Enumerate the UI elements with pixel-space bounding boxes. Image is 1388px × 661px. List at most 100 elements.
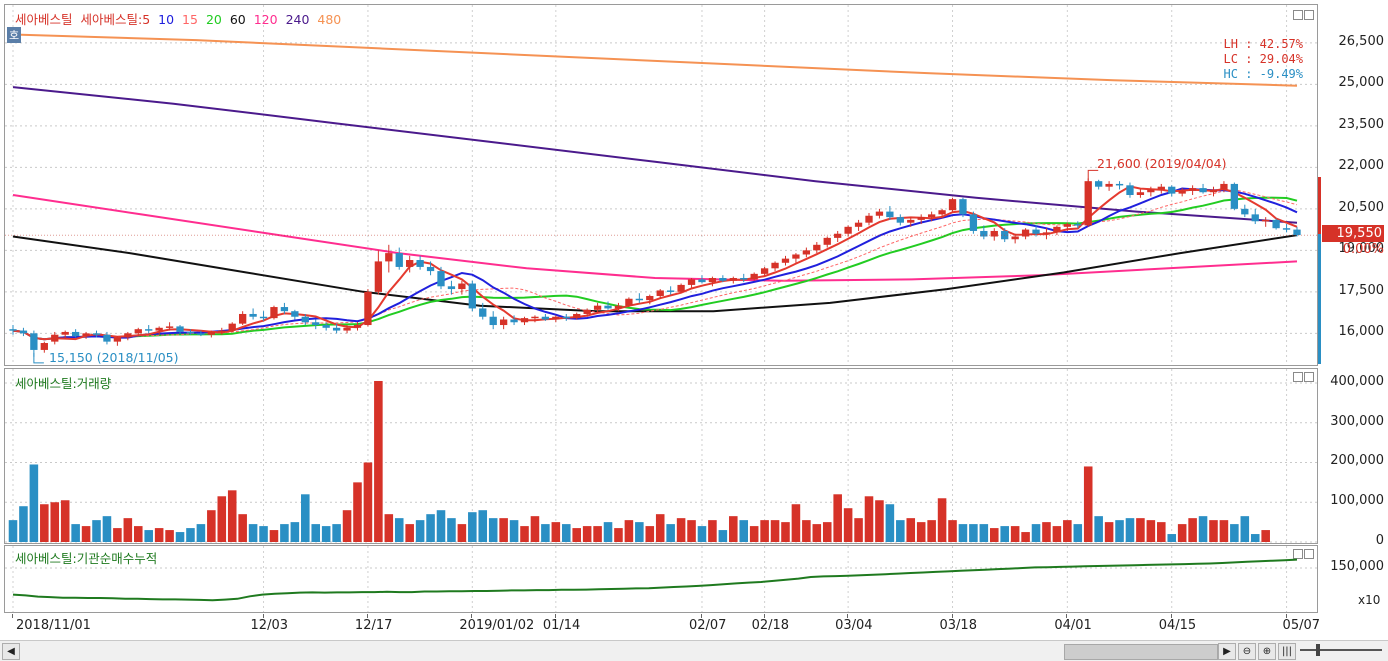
candle bbox=[917, 217, 925, 220]
volume-bar bbox=[885, 504, 895, 542]
volume-bar bbox=[374, 380, 383, 542]
candle bbox=[1063, 224, 1071, 227]
volume-bar bbox=[1209, 520, 1218, 542]
volume-bar bbox=[676, 518, 686, 542]
candle bbox=[218, 330, 226, 333]
volume-bar bbox=[739, 520, 749, 542]
candle bbox=[1178, 190, 1186, 194]
pane-minimize-icon[interactable] bbox=[1293, 372, 1303, 382]
candle bbox=[1199, 188, 1207, 193]
volume-bar bbox=[1104, 522, 1114, 542]
volume-bar bbox=[342, 510, 352, 542]
candle bbox=[1021, 229, 1030, 237]
scroll-right-button[interactable]: ▶ bbox=[1218, 643, 1236, 660]
volume-bar bbox=[50, 502, 60, 542]
volume-bar bbox=[927, 520, 936, 542]
volume-bar bbox=[248, 524, 258, 542]
scroll-thumb[interactable] bbox=[1064, 644, 1218, 660]
candle bbox=[51, 334, 59, 342]
pane-maximize-icon[interactable] bbox=[1304, 549, 1314, 559]
volume-bar bbox=[1031, 524, 1041, 542]
volume-bar bbox=[60, 500, 70, 542]
pane-maximize-icon[interactable] bbox=[1304, 372, 1314, 382]
volume-bar bbox=[1157, 522, 1166, 542]
volume-bar bbox=[802, 520, 811, 542]
candle bbox=[458, 283, 466, 290]
institution-pane[interactable]: 세아베스틸:기관순매수누적 bbox=[4, 545, 1318, 613]
volume-bar bbox=[19, 506, 28, 542]
volume-bar bbox=[624, 520, 634, 542]
legend-ma-480: 480 bbox=[317, 12, 342, 27]
volume-bar bbox=[687, 520, 696, 542]
candle bbox=[708, 278, 717, 283]
candle bbox=[40, 343, 48, 350]
candle bbox=[573, 313, 581, 319]
zoom-out-icon[interactable]: ⊖ bbox=[1238, 643, 1256, 660]
y-tick-label: 19,000 bbox=[1338, 241, 1385, 257]
volume-bar bbox=[551, 522, 561, 542]
candle bbox=[552, 316, 560, 320]
candle bbox=[1251, 214, 1259, 222]
volume-bar bbox=[40, 504, 49, 542]
stat-hc: HC : -9.49% bbox=[1223, 67, 1303, 81]
volume-bar bbox=[854, 518, 863, 542]
volume-bar bbox=[1125, 518, 1135, 542]
candle bbox=[1032, 229, 1040, 234]
y-tick-label: 26,500 bbox=[1338, 33, 1385, 49]
price-pane[interactable]: 호 세아베스틸 세아베스틸:5 10 15 20 60 120 240 480 … bbox=[4, 4, 1318, 366]
pane-maximize-icon[interactable] bbox=[1304, 10, 1314, 20]
x-tick-label: 2018/11/01 bbox=[16, 618, 91, 633]
ma-240-line bbox=[12, 86, 1298, 224]
candle bbox=[938, 210, 946, 215]
candle bbox=[228, 323, 236, 331]
volume-bar bbox=[916, 522, 926, 542]
candle bbox=[197, 333, 205, 335]
volume-bar bbox=[499, 518, 508, 542]
candle bbox=[270, 307, 278, 319]
legend-ma-15: 15 bbox=[182, 12, 198, 27]
price-range-bar bbox=[1318, 177, 1321, 235]
volume-bar bbox=[1010, 526, 1020, 542]
candle bbox=[1126, 185, 1134, 195]
y-tick-label: 17,500 bbox=[1338, 282, 1385, 298]
pane-minimize-icon[interactable] bbox=[1293, 549, 1303, 559]
horizontal-scrollbar[interactable]: ◀ ▶ ⊖ ⊕ ||| bbox=[0, 640, 1388, 661]
candle bbox=[1230, 183, 1239, 209]
volume-bar bbox=[896, 520, 905, 542]
candle bbox=[479, 308, 487, 317]
candle bbox=[656, 290, 664, 296]
volume-bar bbox=[603, 522, 613, 542]
legend-name: 세아베스틸 bbox=[15, 12, 73, 27]
candle bbox=[280, 307, 289, 312]
candle bbox=[823, 237, 831, 245]
candle bbox=[844, 226, 852, 234]
candle bbox=[1262, 219, 1270, 222]
volume-legend-label: 세아베스틸:거래량 bbox=[15, 376, 112, 391]
volume-bar bbox=[541, 524, 550, 542]
pane-minimize-icon[interactable] bbox=[1293, 10, 1303, 20]
scroll-left-button[interactable]: ◀ bbox=[2, 643, 20, 660]
candle bbox=[1011, 236, 1019, 240]
current-price-tag: 19,550 bbox=[1322, 225, 1384, 243]
volume-bar bbox=[186, 528, 195, 542]
volume-bar bbox=[1021, 532, 1030, 542]
volume-pane[interactable]: 세아베스틸:거래량 bbox=[4, 368, 1318, 544]
candle bbox=[802, 250, 811, 255]
volume-bar bbox=[1136, 518, 1145, 542]
candle bbox=[625, 298, 633, 306]
volume-bar bbox=[133, 526, 143, 542]
date-axis: 2018/11/01 12/03 12/17 2019/01/02 01/14 02/07… bbox=[4, 614, 1388, 638]
zoom-in-icon[interactable]: ⊕ bbox=[1258, 643, 1276, 660]
volume-bar bbox=[781, 522, 790, 542]
candle bbox=[1105, 183, 1113, 187]
zoom-slider[interactable] bbox=[1300, 649, 1382, 651]
x-tick-mark bbox=[12, 614, 13, 618]
volume-bar bbox=[666, 524, 675, 542]
candle bbox=[332, 327, 341, 331]
price-plot bbox=[5, 5, 1317, 365]
bar-width-icon[interactable]: ||| bbox=[1278, 643, 1296, 660]
zoom-slider-handle[interactable] bbox=[1316, 644, 1320, 656]
candle bbox=[875, 211, 884, 216]
candle bbox=[145, 329, 153, 331]
candle bbox=[510, 319, 518, 323]
